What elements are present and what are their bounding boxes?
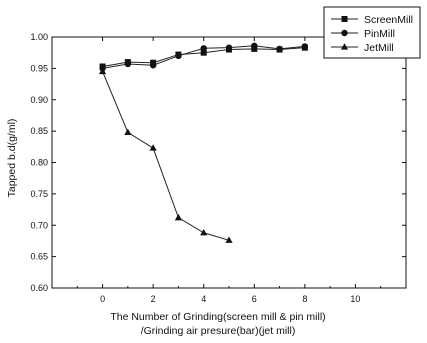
plot-frame <box>51 36 407 289</box>
y-tick-label: 0.75 <box>30 189 48 199</box>
x-tick-label: 6 <box>252 294 257 304</box>
data-point <box>174 213 183 221</box>
y-tick-label: 0.80 <box>30 158 48 168</box>
y-tick-label: 0.95 <box>30 63 48 73</box>
y-tick-label: 0.60 <box>30 283 48 293</box>
x-axis-title-line-1: The Number of Grinding(screen mill & pin… <box>110 311 325 323</box>
legend-label: ScreenMill <box>364 14 413 26</box>
data-point <box>175 52 182 60</box>
x-tick-label: 0 <box>100 294 105 304</box>
series-pinmill <box>99 42 309 72</box>
ticks: 0.60 0.65 0.70 0.75 0.80 0.85 0.90 0.95 1.00 0 2 4 6… <box>30 32 406 304</box>
x-tick-label: 8 <box>302 294 307 304</box>
data-point <box>200 45 207 52</box>
data-point <box>200 49 207 56</box>
y-tick-label: 1.00 <box>30 32 48 42</box>
y-tick-label: 0.85 <box>30 126 48 136</box>
x-axis-title-line-2: /Grinding air presure(bar)(jet mill) <box>141 325 296 337</box>
legend-marker-square <box>341 16 348 22</box>
series <box>98 42 309 243</box>
data-point <box>301 43 309 50</box>
y-axis-title: Tapped b.d(g/ml) <box>6 119 18 198</box>
data-point <box>98 67 107 75</box>
x-tick-label: 2 <box>151 294 156 304</box>
series-line <box>102 71 230 241</box>
legend-marker-triangle <box>340 43 349 50</box>
data-point <box>149 144 157 151</box>
y-tick-label: 0.65 <box>30 252 48 262</box>
data-point <box>124 60 132 68</box>
data-point <box>124 128 132 135</box>
y-tick-label: 0.70 <box>30 220 48 230</box>
legend-label: PinMill <box>364 28 395 40</box>
legend-marker-circle <box>341 29 348 37</box>
data-point <box>225 236 233 243</box>
x-tick-label: 10 <box>350 294 360 304</box>
data-point <box>251 42 258 49</box>
legend-label: JetMill <box>364 42 394 54</box>
data-point <box>225 44 233 51</box>
data-point <box>200 228 208 236</box>
axes <box>51 36 407 289</box>
legend: ScreenMill PinMill JetMill <box>323 6 421 59</box>
data-point <box>276 45 283 53</box>
data-point <box>149 62 157 69</box>
x-tick-label: 4 <box>201 294 206 304</box>
y-tick-label: 0.90 <box>30 95 48 105</box>
series-jetmill <box>98 67 233 243</box>
